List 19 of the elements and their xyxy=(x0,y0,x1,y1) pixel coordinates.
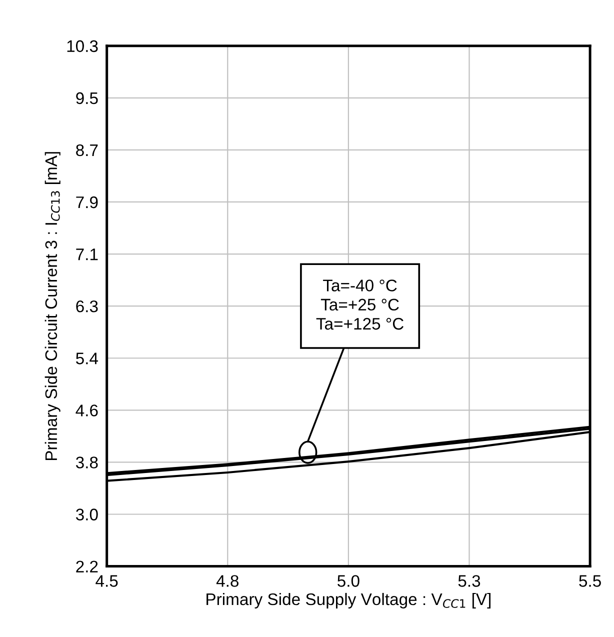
y-tick-label: 9.5 xyxy=(76,92,98,104)
y-tick-label: 3.0 xyxy=(76,508,98,520)
y-tick-label: 10.3 xyxy=(67,40,98,52)
y-tick-label: 8.7 xyxy=(76,144,98,156)
y-tick-label: 3.8 xyxy=(76,456,98,468)
x-tick-label: 4.8 xyxy=(216,575,238,587)
y-tick-label: 5.4 xyxy=(76,352,98,364)
y-tick-label: 2.2 xyxy=(76,560,98,572)
y-tick-label: 7.9 xyxy=(76,196,98,208)
y-tick-label: 4.6 xyxy=(76,404,98,416)
y-tick-label: 6.3 xyxy=(76,300,98,312)
y-axis-title: Primary Side Circuit Current 3 : I$_{CC13}$ [mA] xyxy=(44,152,60,460)
annotation: Ta=-40 °C Ta=+25 °C Ta=+125 °C xyxy=(316,280,404,330)
x-tick-label: 5.5 xyxy=(579,575,601,587)
y-tick-label: 7.1 xyxy=(76,248,98,260)
x-axis-title: Primary Side Supply Voltage : V$_{CC1}$ [V] xyxy=(206,592,490,608)
x-tick-label: 5.3 xyxy=(458,575,480,587)
x-tick-label: 5.0 xyxy=(338,575,360,587)
x-tick-label: 4.5 xyxy=(96,575,118,587)
